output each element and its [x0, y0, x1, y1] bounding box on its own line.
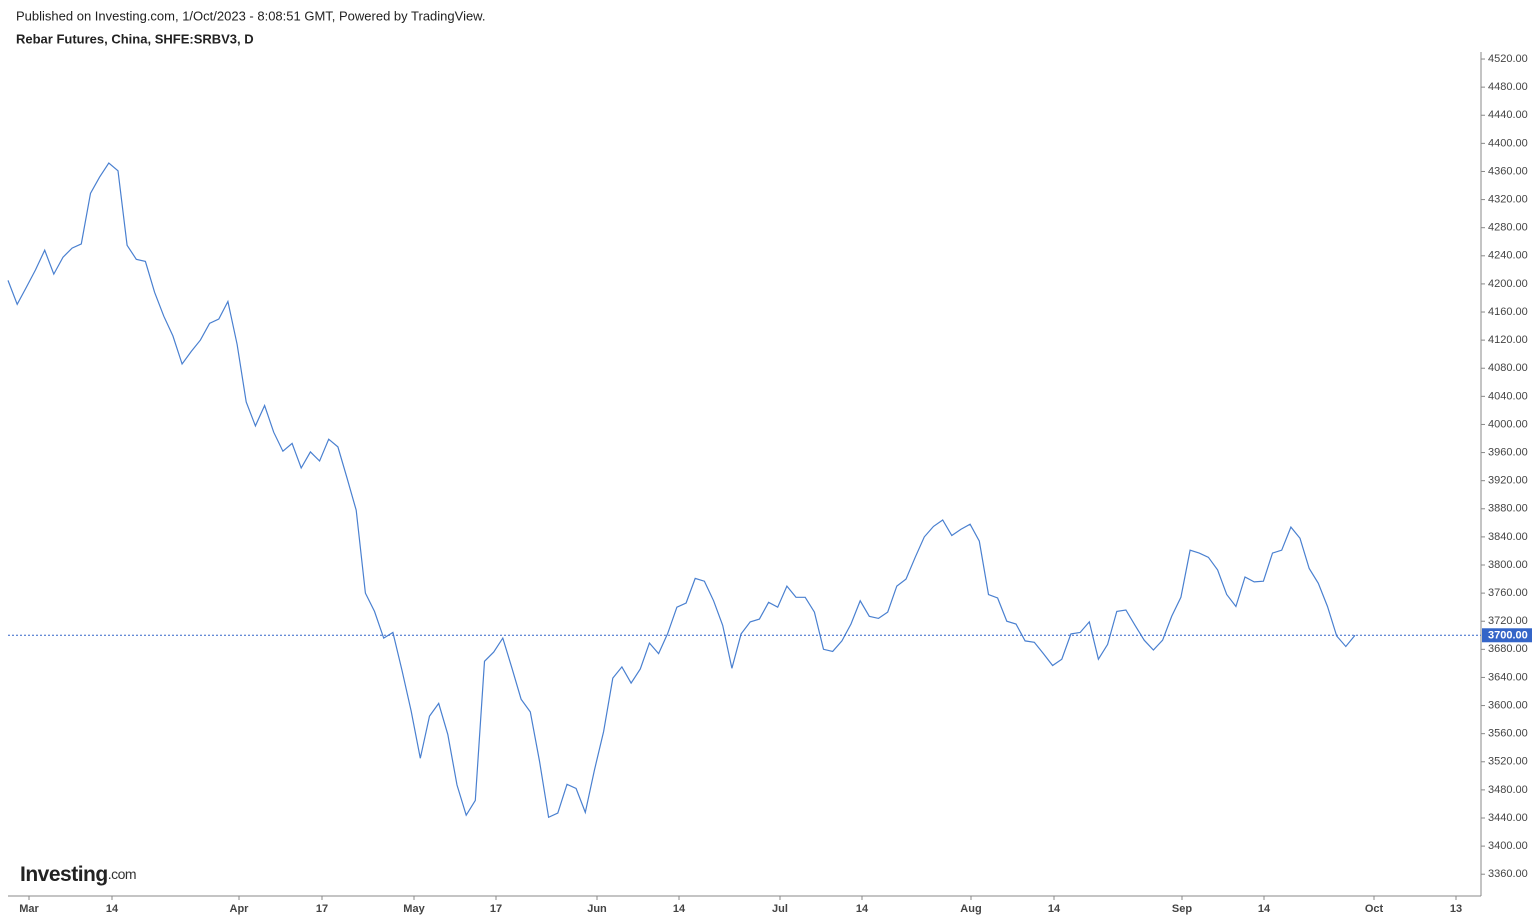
- y-tick-label: 4160.00: [1488, 306, 1528, 318]
- y-tick-label: 3520.00: [1488, 756, 1528, 768]
- y-tick-label: 4280.00: [1488, 222, 1528, 234]
- x-tick-label: 14: [673, 903, 686, 915]
- y-tick-label: 3440.00: [1488, 812, 1528, 824]
- y-tick-label: 4440.00: [1488, 109, 1528, 121]
- y-tick-label: 3360.00: [1488, 868, 1528, 880]
- y-tick-label: 4520.00: [1488, 53, 1528, 65]
- y-tick-label: 4000.00: [1488, 418, 1528, 430]
- y-tick-label: 3800.00: [1488, 559, 1528, 571]
- price-line: [7, 162, 1356, 819]
- chart-title: Rebar Futures, China, SHFE:SRBV3, D: [16, 31, 254, 46]
- x-tick-label: Jul: [772, 903, 788, 915]
- x-tick-label: Jun: [587, 903, 607, 915]
- y-tick-label: 4040.00: [1488, 390, 1528, 402]
- x-tick-label: 17: [316, 903, 328, 915]
- logo: Investing.com: [20, 863, 136, 886]
- x-tick-label: Apr: [230, 903, 250, 915]
- x-tick-label: 14: [856, 903, 869, 915]
- y-tick-label: 3840.00: [1488, 531, 1528, 543]
- y-tick-label: 4320.00: [1488, 193, 1528, 205]
- x-tick-label: 14: [1258, 903, 1271, 915]
- y-tick-label: 3680.00: [1488, 643, 1528, 655]
- y-tick-label: 3480.00: [1488, 784, 1528, 796]
- y-tick-label: 4480.00: [1488, 81, 1528, 93]
- x-tick-label: Aug: [960, 903, 981, 915]
- x-tick-label: 13: [1450, 903, 1462, 915]
- y-tick-label: 4240.00: [1488, 250, 1528, 262]
- logo-suffix: .com: [108, 866, 136, 882]
- y-tick-label: 4360.00: [1488, 165, 1528, 177]
- y-tick-label: 3600.00: [1488, 699, 1528, 711]
- x-tick-label: May: [403, 903, 425, 915]
- y-tick-label: 3880.00: [1488, 503, 1528, 515]
- x-tick-label: 14: [106, 903, 119, 915]
- x-tick-label: Oct: [1365, 903, 1384, 915]
- y-tick-label: 3760.00: [1488, 587, 1528, 599]
- y-tick-label: 3920.00: [1488, 475, 1528, 487]
- x-tick-label: Mar: [19, 903, 39, 915]
- last-value-box: [1482, 628, 1532, 643]
- y-tick-label: 3960.00: [1488, 446, 1528, 458]
- y-tick-label: 4200.00: [1488, 278, 1528, 290]
- logo-main: Investing: [20, 863, 108, 886]
- y-tick-label: 3560.00: [1488, 728, 1528, 740]
- y-tick-label: 3720.00: [1488, 615, 1528, 627]
- last-value-label: 3700.00: [1488, 630, 1528, 642]
- published-note: Published on Investing.com, 1/Oct/2023 -…: [16, 8, 485, 23]
- y-tick-label: 4400.00: [1488, 137, 1528, 149]
- y-tick-label: 3640.00: [1488, 671, 1528, 683]
- y-tick-label: 4080.00: [1488, 362, 1528, 374]
- x-tick-label: 17: [490, 903, 502, 915]
- y-tick-label: 4120.00: [1488, 334, 1528, 346]
- x-tick-label: Sep: [1172, 903, 1192, 915]
- x-tick-label: 14: [1048, 903, 1061, 915]
- y-tick-label: 3400.00: [1488, 840, 1528, 852]
